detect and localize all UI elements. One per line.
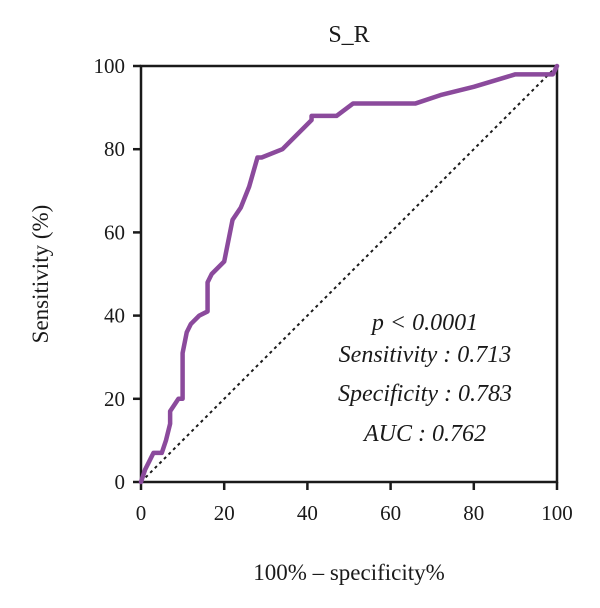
ticks: 0 20 40 60 80 100 0 20 40 60 80 100 <box>94 54 573 525</box>
x-tick-label: 80 <box>463 501 484 525</box>
y-tick-label: 0 <box>115 470 126 494</box>
x-tick-label: 20 <box>214 501 235 525</box>
y-tick-label: 60 <box>104 220 125 244</box>
series <box>138 63 560 485</box>
x-tick-label: 0 <box>136 501 147 525</box>
specificity-annotation: Specificity : 0.783 <box>338 381 512 407</box>
plot-frame <box>139 64 559 484</box>
y-tick-label: 40 <box>104 304 125 328</box>
x-axis-label: 100% – specificity% <box>253 560 445 585</box>
p-value-annotation: p < 0.0001 <box>370 310 478 336</box>
x-tick-label: 60 <box>380 501 401 525</box>
y-axis-label: Sensitivity (%) <box>28 205 53 344</box>
y-tick-label: 80 <box>104 137 125 161</box>
auc-annotation: AUC : 0.762 <box>362 421 486 447</box>
labels: S_R 100% – specificity% Sensitivity (%) … <box>28 22 512 585</box>
axes <box>139 64 559 484</box>
sensitivity-annotation: Sensitivity : 0.713 <box>339 342 512 368</box>
chart-title: S_R <box>328 22 369 48</box>
y-tick-label: 20 <box>104 387 125 411</box>
x-tick-label: 40 <box>297 501 318 525</box>
x-tick-label: 100 <box>541 501 573 525</box>
roc-curve-line <box>138 63 560 485</box>
y-tick-label: 100 <box>94 54 126 78</box>
reference-diagonal-line <box>140 65 558 483</box>
